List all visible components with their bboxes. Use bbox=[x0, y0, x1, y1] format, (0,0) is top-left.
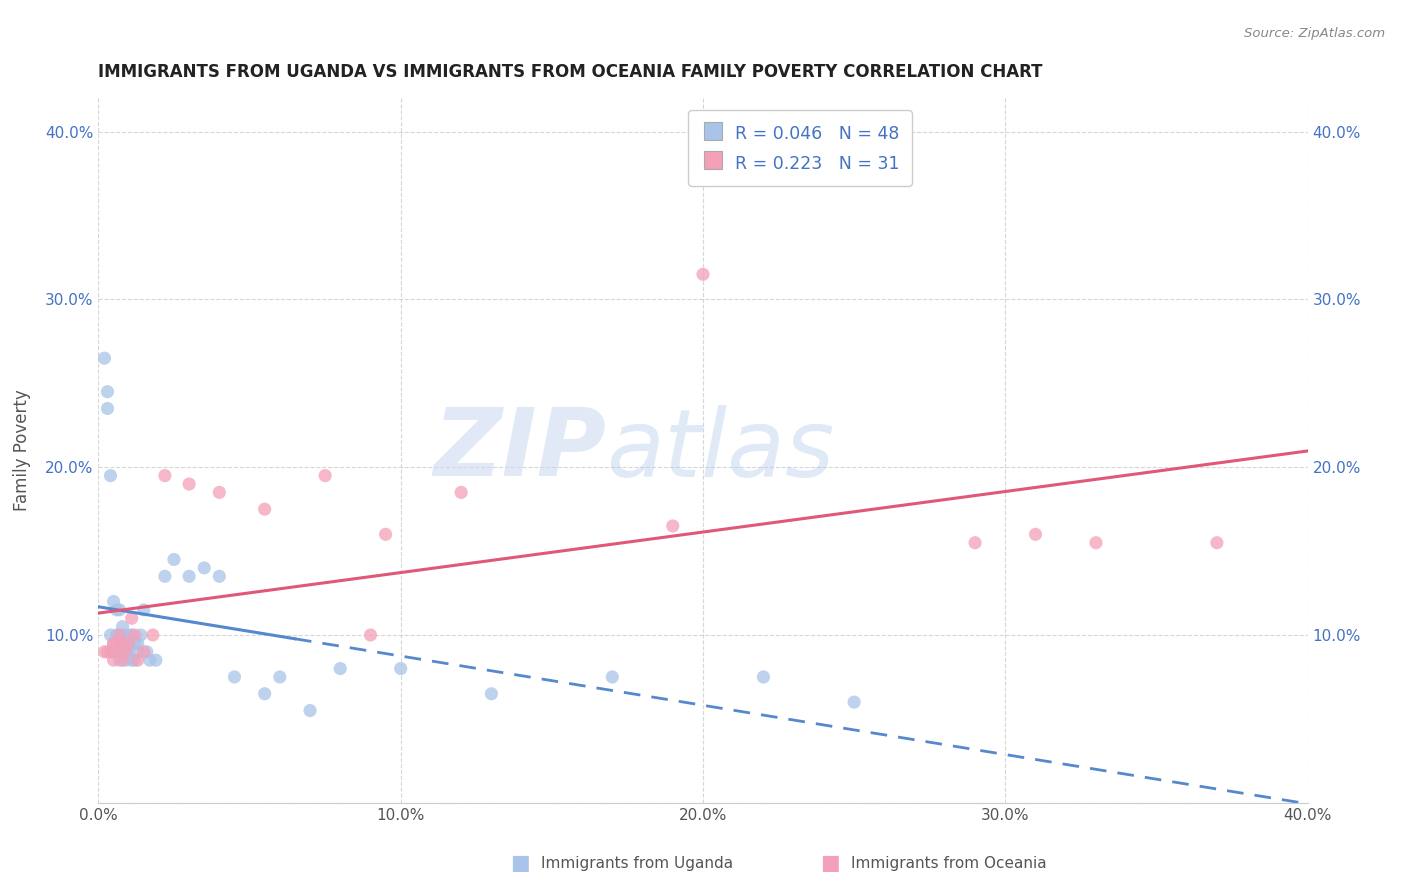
Point bbox=[163, 552, 186, 566]
Point bbox=[105, 628, 128, 642]
Point bbox=[93, 645, 115, 659]
Point bbox=[118, 636, 141, 650]
Point bbox=[179, 477, 201, 491]
Point bbox=[145, 653, 167, 667]
Point bbox=[450, 485, 472, 500]
Point bbox=[692, 268, 714, 282]
Point bbox=[108, 628, 131, 642]
Point bbox=[114, 645, 136, 659]
Point bbox=[124, 628, 146, 642]
Point bbox=[111, 628, 134, 642]
Text: atlas: atlas bbox=[606, 405, 835, 496]
Point bbox=[1024, 527, 1046, 541]
Point bbox=[114, 636, 136, 650]
Point bbox=[329, 662, 352, 676]
Point bbox=[965, 535, 987, 549]
Point bbox=[103, 653, 125, 667]
Point bbox=[114, 645, 136, 659]
Point bbox=[135, 645, 157, 659]
Point bbox=[129, 628, 152, 642]
Point bbox=[96, 401, 118, 416]
Point bbox=[96, 645, 118, 659]
Point bbox=[103, 645, 125, 659]
Point bbox=[100, 645, 122, 659]
Point bbox=[314, 468, 336, 483]
Point bbox=[299, 704, 322, 718]
Point bbox=[108, 645, 131, 659]
Point bbox=[105, 636, 128, 650]
Point bbox=[103, 636, 125, 650]
Point bbox=[127, 645, 149, 659]
Point bbox=[132, 603, 155, 617]
Point bbox=[602, 670, 624, 684]
Point bbox=[121, 653, 143, 667]
Point bbox=[105, 603, 128, 617]
Text: Source: ZipAtlas.com: Source: ZipAtlas.com bbox=[1244, 27, 1385, 40]
Point bbox=[253, 502, 276, 516]
Point bbox=[139, 653, 162, 667]
Point bbox=[127, 653, 149, 667]
Point bbox=[269, 670, 291, 684]
Point bbox=[374, 527, 396, 541]
Point bbox=[153, 569, 176, 583]
Point bbox=[389, 662, 412, 676]
Text: Immigrants from Uganda: Immigrants from Uganda bbox=[541, 856, 734, 871]
Point bbox=[111, 653, 134, 667]
Point bbox=[752, 670, 775, 684]
Point bbox=[1085, 535, 1108, 549]
Point bbox=[118, 636, 141, 650]
Point bbox=[127, 636, 149, 650]
Point bbox=[142, 628, 165, 642]
Point bbox=[108, 603, 131, 617]
Text: IMMIGRANTS FROM UGANDA VS IMMIGRANTS FROM OCEANIA FAMILY POVERTY CORRELATION CHA: IMMIGRANTS FROM UGANDA VS IMMIGRANTS FRO… bbox=[98, 63, 1043, 81]
Text: ■: ■ bbox=[510, 854, 530, 873]
Point bbox=[124, 636, 146, 650]
Point bbox=[103, 636, 125, 650]
Point bbox=[132, 645, 155, 659]
Point bbox=[103, 594, 125, 608]
Point bbox=[100, 628, 122, 642]
Point bbox=[121, 628, 143, 642]
Point bbox=[208, 569, 231, 583]
Point bbox=[124, 653, 146, 667]
Point bbox=[193, 561, 215, 575]
Point bbox=[360, 628, 382, 642]
Point bbox=[100, 468, 122, 483]
Point bbox=[481, 687, 503, 701]
Text: Immigrants from Oceania: Immigrants from Oceania bbox=[851, 856, 1046, 871]
Y-axis label: Family Poverty: Family Poverty bbox=[13, 390, 31, 511]
Point bbox=[114, 653, 136, 667]
Point bbox=[96, 384, 118, 399]
Text: ■: ■ bbox=[820, 854, 839, 873]
Legend: R = 0.046   N = 48, R = 0.223   N = 31: R = 0.046 N = 48, R = 0.223 N = 31 bbox=[689, 111, 912, 186]
Point bbox=[108, 653, 131, 667]
Point bbox=[844, 695, 866, 709]
Point bbox=[208, 485, 231, 500]
Point bbox=[253, 687, 276, 701]
Point bbox=[661, 519, 683, 533]
Point bbox=[153, 468, 176, 483]
Point bbox=[1206, 535, 1229, 549]
Text: ZIP: ZIP bbox=[433, 404, 606, 497]
Point bbox=[108, 628, 131, 642]
Point bbox=[224, 670, 246, 684]
Point bbox=[121, 611, 143, 625]
Point bbox=[179, 569, 201, 583]
Point bbox=[93, 351, 115, 366]
Point bbox=[111, 620, 134, 634]
Point bbox=[118, 645, 141, 659]
Point bbox=[118, 628, 141, 642]
Point bbox=[111, 645, 134, 659]
Point bbox=[111, 636, 134, 650]
